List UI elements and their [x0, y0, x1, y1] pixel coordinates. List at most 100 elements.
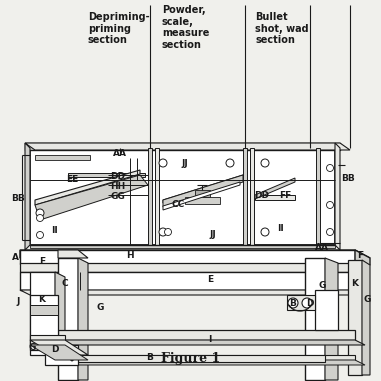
Circle shape [159, 228, 167, 236]
Text: D: D [306, 299, 314, 309]
Text: K: K [352, 279, 359, 288]
Circle shape [327, 165, 333, 171]
Circle shape [261, 228, 269, 236]
Polygon shape [30, 295, 58, 350]
Polygon shape [348, 260, 362, 375]
Polygon shape [20, 250, 370, 258]
Text: I: I [208, 336, 212, 344]
Polygon shape [30, 345, 88, 360]
Polygon shape [250, 148, 254, 245]
Polygon shape [58, 355, 325, 362]
Circle shape [261, 159, 269, 167]
Polygon shape [335, 143, 340, 250]
Text: II: II [51, 226, 58, 234]
Polygon shape [58, 340, 365, 345]
Text: II: II [277, 224, 283, 232]
Text: JJ: JJ [210, 229, 216, 239]
Circle shape [37, 232, 43, 239]
Text: Depriming-
priming
section: Depriming- priming section [88, 12, 150, 45]
Circle shape [226, 159, 234, 167]
Text: CC: CC [171, 200, 185, 208]
Polygon shape [287, 295, 315, 310]
Polygon shape [362, 260, 370, 375]
Polygon shape [30, 148, 335, 245]
Polygon shape [55, 272, 65, 355]
Polygon shape [45, 345, 78, 365]
Polygon shape [68, 173, 145, 177]
Polygon shape [195, 190, 210, 197]
Text: BB: BB [341, 173, 355, 182]
Text: B: B [147, 354, 154, 362]
Text: FF: FF [279, 190, 291, 200]
Circle shape [36, 209, 44, 217]
Circle shape [159, 159, 167, 167]
Circle shape [327, 229, 333, 235]
Polygon shape [163, 175, 243, 203]
Polygon shape [355, 250, 370, 265]
Polygon shape [255, 178, 295, 199]
Text: Figure 1: Figure 1 [161, 352, 220, 365]
Polygon shape [325, 258, 338, 380]
Polygon shape [65, 349, 79, 361]
Text: G: G [363, 296, 371, 304]
Polygon shape [58, 355, 355, 360]
Text: Powder,
scale,
measure
section: Powder, scale, measure section [162, 5, 210, 50]
Polygon shape [20, 290, 365, 295]
Polygon shape [255, 195, 295, 200]
Circle shape [302, 298, 312, 308]
Text: H: H [126, 251, 134, 261]
Text: C: C [62, 279, 68, 288]
Text: G: G [96, 304, 104, 312]
Polygon shape [30, 305, 58, 315]
Polygon shape [58, 330, 355, 340]
Polygon shape [30, 340, 88, 355]
Polygon shape [25, 143, 340, 150]
Text: BB: BB [11, 194, 25, 202]
Text: F: F [39, 258, 45, 266]
Text: G: G [28, 344, 36, 352]
Polygon shape [78, 258, 88, 380]
Text: EE: EE [66, 174, 78, 184]
Text: Bullet
shot, wad
section: Bullet shot, wad section [255, 12, 309, 45]
Text: JJ: JJ [182, 158, 188, 168]
Polygon shape [20, 272, 355, 290]
Polygon shape [58, 250, 88, 258]
Text: E: E [207, 275, 213, 285]
Text: DD: DD [110, 171, 125, 181]
Text: DD: DD [255, 190, 269, 200]
Polygon shape [30, 335, 65, 345]
Polygon shape [25, 143, 30, 250]
Text: AA: AA [315, 242, 329, 251]
Circle shape [327, 202, 333, 208]
Text: AA: AA [113, 149, 127, 157]
Polygon shape [20, 263, 355, 272]
Polygon shape [243, 148, 247, 245]
Polygon shape [305, 258, 325, 380]
Polygon shape [20, 250, 355, 264]
Text: J: J [16, 298, 20, 306]
Polygon shape [163, 182, 240, 210]
Polygon shape [25, 143, 350, 150]
Text: D: D [51, 344, 59, 354]
Text: K: K [38, 296, 45, 304]
Circle shape [165, 229, 171, 235]
Polygon shape [35, 170, 140, 205]
Text: G: G [318, 280, 326, 290]
Circle shape [288, 298, 298, 308]
Text: F: F [357, 251, 363, 261]
Polygon shape [35, 155, 90, 160]
Text: A: A [11, 253, 19, 263]
Polygon shape [155, 148, 159, 245]
Circle shape [37, 215, 43, 221]
Polygon shape [315, 290, 338, 330]
Polygon shape [185, 197, 220, 204]
Polygon shape [30, 244, 335, 248]
Polygon shape [35, 175, 148, 220]
Polygon shape [163, 175, 243, 207]
Text: B: B [290, 299, 296, 309]
Polygon shape [58, 258, 78, 380]
Polygon shape [316, 148, 320, 245]
Polygon shape [58, 360, 365, 365]
Polygon shape [148, 148, 152, 245]
Text: GG: GG [110, 192, 125, 200]
